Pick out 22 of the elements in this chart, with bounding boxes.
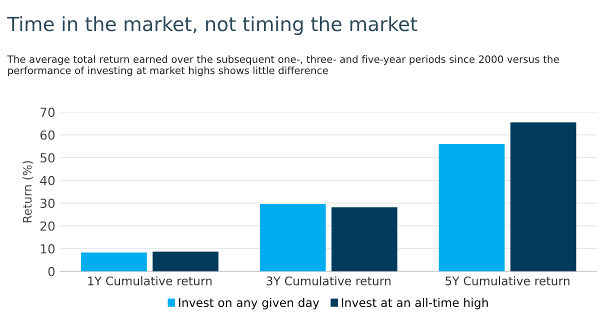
x-tick-label: 1Y Cumulative return <box>88 276 212 286</box>
bar <box>81 252 147 272</box>
y-tick-label: 60 <box>40 130 55 140</box>
bar <box>152 252 218 272</box>
x-tick-label: 3Y Cumulative return <box>266 276 390 286</box>
bar <box>510 122 576 272</box>
y-tick-label: 70 <box>40 108 55 118</box>
legend-label: Invest on any given day <box>179 298 320 310</box>
bar <box>260 204 326 272</box>
y-tick-label: 20 <box>40 221 55 231</box>
chart-title: Time in the market, not timing the market <box>7 16 418 36</box>
bar <box>331 207 398 272</box>
y-tick-label: 0 <box>48 266 55 276</box>
y-tick-label: 10 <box>40 244 55 254</box>
x-tick-label: 5Y Cumulative return <box>446 276 570 286</box>
legend-label: Invest at an all-time high <box>342 298 488 310</box>
bar <box>438 144 505 272</box>
y-tick-label: 30 <box>40 198 55 208</box>
y-axis-title: Return (%) <box>22 161 34 222</box>
y-tick-label: 50 <box>40 153 55 163</box>
y-tick-label: 40 <box>40 176 55 186</box>
chart-subtitle: The average total return earned over the subsequent one-, three- and five-year periods since 2000 versus the performance of investing at market highs shows little difference <box>7 55 559 76</box>
